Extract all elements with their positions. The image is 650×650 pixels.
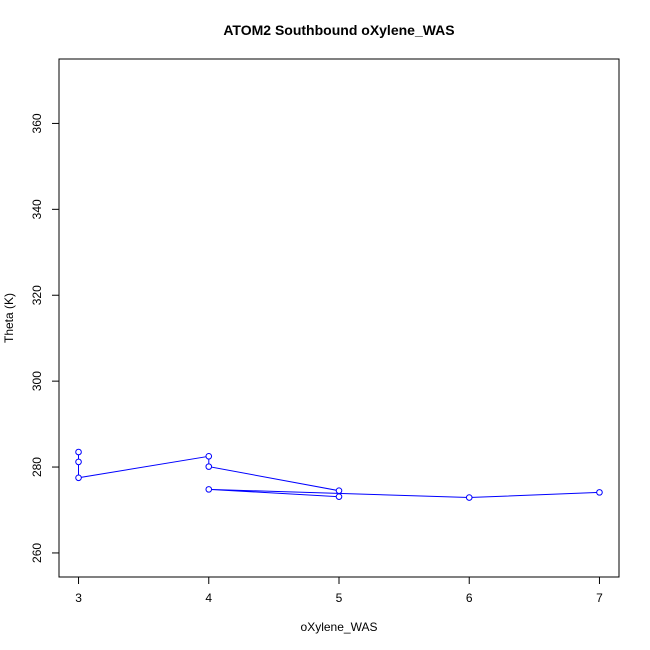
data-point xyxy=(335,487,343,494)
y-axis-label: Theta (K) xyxy=(2,293,16,343)
data-point xyxy=(75,474,82,482)
data-point xyxy=(205,463,213,470)
x-tick-label: 5 xyxy=(336,591,343,605)
data-point xyxy=(205,453,213,460)
x-tick-label: 7 xyxy=(596,591,603,605)
y-tick-label: 260 xyxy=(30,543,44,563)
y-axis: 260 280 300 320 340 360 xyxy=(30,113,60,563)
x-tick-label: 6 xyxy=(466,591,473,605)
y-tick-label: 360 xyxy=(30,113,44,133)
data-point xyxy=(75,448,82,456)
x-tick-label: 3 xyxy=(75,591,82,605)
data-point xyxy=(596,489,603,496)
data-point xyxy=(335,493,343,500)
data-point xyxy=(75,458,82,466)
y-tick-label: 300 xyxy=(30,371,44,391)
data-point xyxy=(205,486,213,493)
x-axis: 3 4 5 6 7 xyxy=(75,576,603,605)
y-tick-label: 340 xyxy=(30,199,44,219)
x-tick-label: 4 xyxy=(205,591,212,605)
chart-title: ATOM2 Southbound oXylene_WAS xyxy=(223,22,454,38)
y-tick-label: 280 xyxy=(30,457,44,477)
y-tick-label: 320 xyxy=(30,285,44,305)
data-point xyxy=(465,494,473,501)
x-axis-label: oXylene_WAS xyxy=(301,620,378,634)
series-layer xyxy=(75,448,603,501)
